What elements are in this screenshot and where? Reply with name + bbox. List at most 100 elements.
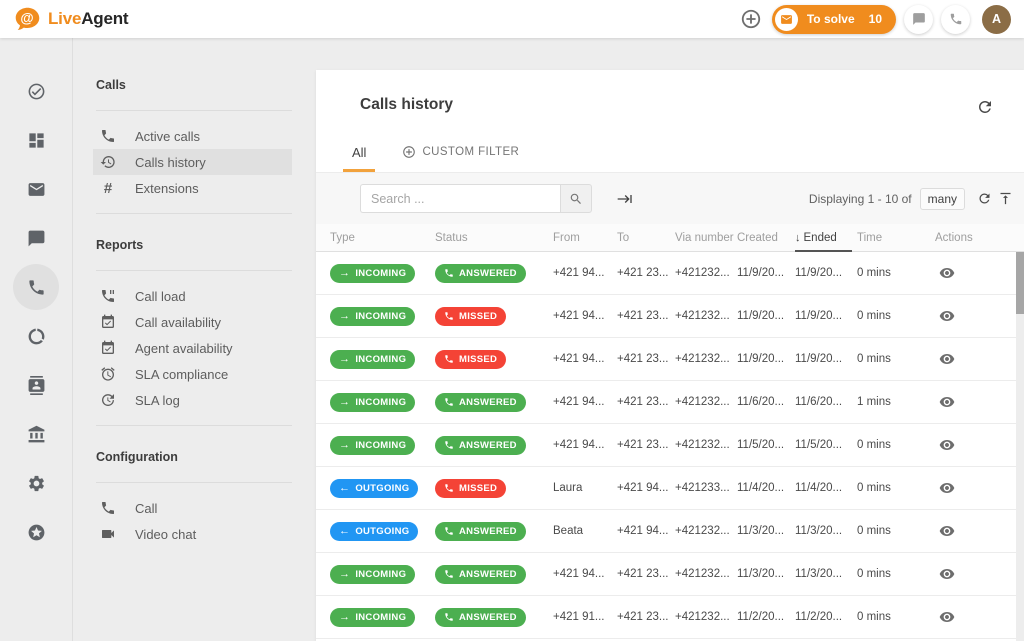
table-body: →INCOMINGANSWERED+421 94...+421 23...+42… [316, 252, 1024, 639]
from-cell: +421 94... [553, 353, 617, 365]
call-row[interactable]: →INCOMINGANSWERED+421 94...+421 23...+42… [316, 252, 1024, 295]
column-header-type[interactable]: Type [330, 232, 435, 244]
chat-button[interactable] [904, 5, 933, 34]
phone-icon [949, 12, 963, 26]
view-call-button[interactable] [935, 263, 957, 283]
search-input[interactable] [360, 184, 560, 213]
add-new-button[interactable] [738, 6, 764, 32]
hash-icon: # [100, 180, 116, 197]
column-header-created[interactable]: Created [737, 232, 795, 244]
arrow-right-icon: → [339, 612, 350, 623]
call-row[interactable]: →INCOMINGANSWERED+421 94...+421 23...+42… [316, 553, 1024, 596]
tab-bar: All CUSTOM FILTER [316, 116, 1024, 172]
keyboard-tab-icon [617, 191, 633, 207]
tab-custom-filter[interactable]: CUSTOM FILTER [393, 145, 528, 172]
column-header-ended[interactable]: ↓Ended [795, 224, 857, 251]
sidebar-item-sla-log[interactable]: SLA log [93, 387, 292, 413]
eye-icon [939, 394, 955, 410]
call-row[interactable]: →INCOMINGANSWERED+421 91...+421 23...+42… [316, 596, 1024, 639]
type-cell: →INCOMING [330, 264, 435, 283]
avatar[interactable]: A [982, 5, 1011, 34]
rail-bank-button[interactable] [13, 411, 59, 457]
call-row[interactable]: →INCOMINGMISSED+421 94...+421 23...+4212… [316, 338, 1024, 381]
view-call-button[interactable] [935, 435, 957, 455]
type-cell: →INCOMING [330, 393, 435, 412]
phone-icon [444, 526, 454, 536]
call-row[interactable]: ←OUTGOINGMISSEDLaura+421 94...+421233...… [316, 467, 1024, 510]
call-row[interactable]: →INCOMINGANSWERED+421 94...+421 23...+42… [316, 424, 1024, 467]
view-call-button[interactable] [935, 306, 957, 326]
search-group [360, 184, 592, 213]
sidebar-item-agent-availability[interactable]: Agent availability [93, 335, 292, 361]
time-cell: 0 mins [857, 482, 933, 494]
call-row[interactable]: ←OUTGOINGANSWEREDBeata+421 94...+421232.… [316, 510, 1024, 553]
scrollbar[interactable] [1016, 252, 1024, 641]
rail-data-usage-button[interactable] [13, 313, 59, 359]
rail-gear-button[interactable] [13, 460, 59, 506]
view-call-button[interactable] [935, 478, 957, 498]
refresh-icon [977, 191, 992, 206]
scrollbar-thumb[interactable] [1016, 252, 1024, 314]
to-cell: +421 94... [617, 482, 675, 494]
call-row[interactable]: →INCOMINGANSWERED+421 94...+421 23...+42… [316, 381, 1024, 424]
logo-bubble-icon: @ [13, 5, 42, 34]
column-header-from[interactable]: From [553, 232, 617, 244]
view-call-button[interactable] [935, 564, 957, 584]
status-badge: MISSED [435, 479, 506, 498]
column-header-to[interactable]: To [617, 232, 675, 244]
sidebar-item-extensions[interactable]: #Extensions [93, 175, 292, 201]
rail-check-circle-button[interactable] [13, 68, 59, 114]
rail-dashboard-button[interactable] [13, 117, 59, 163]
scroll-top-button[interactable] [995, 188, 1016, 209]
view-call-button[interactable] [935, 392, 957, 412]
arrow-right-icon: → [339, 440, 350, 451]
created-cell: 11/9/20... [737, 267, 795, 279]
view-call-button[interactable] [935, 521, 957, 541]
type-badge: →INCOMING [330, 608, 415, 627]
created-cell: 11/2/20... [737, 611, 795, 623]
column-header-actions[interactable]: Actions [933, 232, 1024, 244]
call-row[interactable]: →INCOMINGMISSED+421 94...+421 23...+4212… [316, 295, 1024, 338]
sidebar-item-active-calls[interactable]: Active calls [93, 123, 292, 149]
status-cell: MISSED [435, 350, 553, 369]
tab-all[interactable]: All [343, 145, 375, 172]
status-cell: MISSED [435, 479, 553, 498]
rail-phone-button[interactable] [13, 264, 59, 310]
phone-icon [444, 483, 454, 493]
to-cell: +421 23... [617, 568, 675, 580]
refresh-list-button[interactable] [974, 188, 995, 209]
refresh-button[interactable] [974, 96, 996, 118]
phone-button[interactable] [941, 5, 970, 34]
mail-icon [27, 180, 46, 199]
to-cell: +421 23... [617, 267, 675, 279]
column-header-status[interactable]: Status [435, 232, 553, 244]
calls-history-panel: Calls history All CUSTOM FILTER Displayi… [316, 70, 1024, 641]
column-header-time[interactable]: Time [857, 232, 933, 244]
count-badge[interactable]: many [920, 188, 965, 210]
from-cell: +421 94... [553, 439, 617, 451]
sidebar-item-call[interactable]: Call [93, 495, 292, 521]
time-cell: 0 mins [857, 353, 933, 365]
type-badge: →INCOMING [330, 393, 415, 412]
to-solve-button[interactable]: To solve 10 [772, 5, 896, 34]
column-header-via-number[interactable]: Via number [675, 232, 737, 244]
sidebar-item-video-chat[interactable]: Video chat [93, 521, 292, 547]
rail-mail-button[interactable] [13, 166, 59, 212]
sidebar-item-calls-history[interactable]: Calls history [93, 149, 292, 175]
eye-icon [939, 265, 955, 281]
rail-chat-button[interactable] [13, 215, 59, 261]
add-circle-icon [740, 8, 762, 30]
skip-forward-button[interactable] [614, 188, 636, 210]
view-call-button[interactable] [935, 349, 957, 369]
sidebar-item-call-load[interactable]: Call load [93, 283, 292, 309]
view-call-button[interactable] [935, 607, 957, 627]
liveagent-logo[interactable]: @ LiveAgent [13, 5, 128, 34]
stars-icon [27, 523, 46, 542]
sidebar-item-call-availability[interactable]: Call availability [93, 309, 292, 335]
via-cell: +421233... [675, 482, 737, 494]
via-cell: +421232... [675, 439, 737, 451]
search-button[interactable] [560, 184, 592, 213]
rail-stars-button[interactable] [13, 509, 59, 555]
rail-contacts-button[interactable] [13, 362, 59, 408]
sidebar-item-sla-compliance[interactable]: SLA compliance [93, 361, 292, 387]
